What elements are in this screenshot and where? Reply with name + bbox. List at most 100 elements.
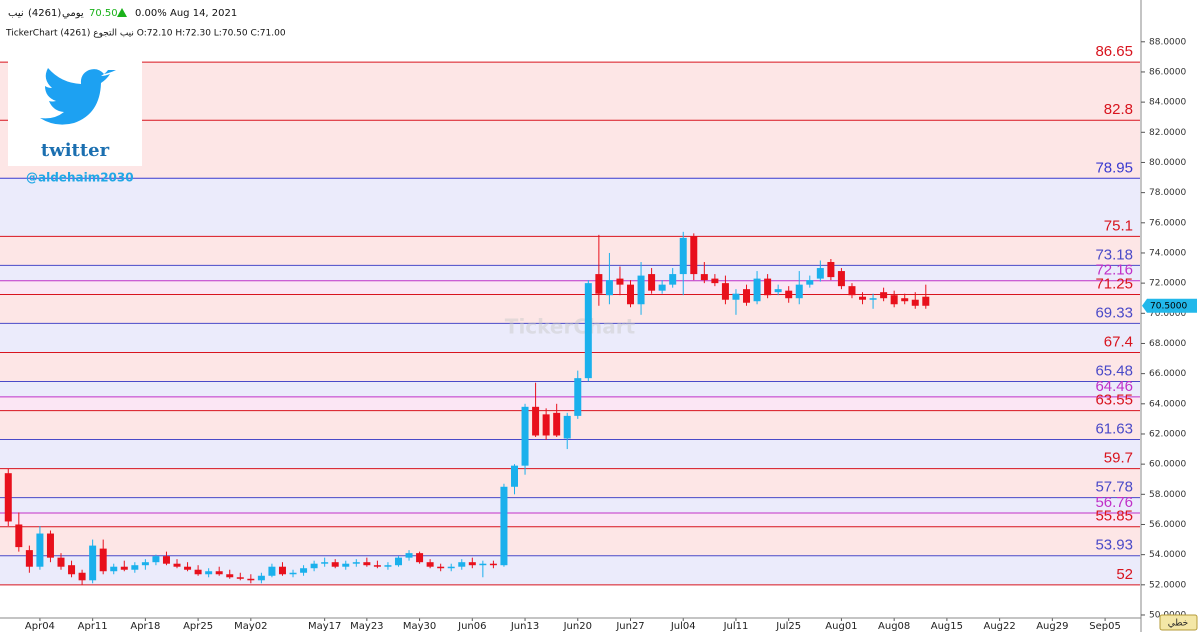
candle-body [184,566,192,570]
candle-body [331,562,339,567]
y-tick-label: 62.0000 [1149,429,1186,439]
level-band [0,62,1140,121]
x-tick-label: May17 [308,621,341,632]
x-tick-label: May02 [234,621,267,632]
candle-body [257,575,265,581]
candle-body [458,562,466,567]
candle-body [774,289,782,293]
candle-body [99,548,107,572]
candle-body [89,545,97,581]
candle-body [669,274,677,285]
candle-body [78,572,86,581]
candle-body [711,278,719,284]
level-label: 57.78 [1095,479,1133,496]
y-tick-label: 70.0000 [1149,309,1186,319]
candle-body [289,572,297,575]
price: 70.50 [89,8,118,19]
candle-body [880,292,888,299]
level-label: 59.7 [1104,450,1133,467]
x-tick-label: Jun06 [457,621,486,632]
candle-body [152,556,160,563]
candle-body [278,566,286,575]
candle-body [764,278,772,296]
y-tick-label: 68.0000 [1149,339,1186,349]
candle-body [785,290,793,299]
level-band [0,497,1140,514]
button-box[interactable] [1159,614,1198,631]
price-marker-label: 70.5000 [1150,301,1187,311]
button-label[interactable]: خطي [1168,619,1188,629]
level-band [0,323,1140,353]
level-band [0,513,1140,527]
candle-body [36,533,44,567]
candle-body [627,284,635,305]
x-tick-label: Apr11 [78,621,108,632]
x-tick-label: Sep05 [1089,621,1121,632]
level-band [0,265,1140,281]
candle-body [553,412,561,436]
candle-body [300,568,308,573]
y-tick-label: 64.0000 [1149,399,1186,409]
level-label: 78.95 [1095,159,1133,176]
candle-body [721,283,729,300]
level-band [0,381,1140,397]
y-tick-label: 84.0000 [1149,98,1186,108]
candle-body [743,289,751,303]
level-band [0,439,1140,469]
candle-body [648,274,656,291]
candle-body [690,236,698,275]
candle-body [352,562,360,564]
x-tick-label: Apr04 [25,621,55,632]
candle-body [373,565,381,567]
level-label: 86.65 [1095,43,1133,60]
date: Aug 14, 2021 [170,8,237,19]
candle-body [922,296,930,306]
level-band [0,294,1140,324]
candle-body [489,563,497,566]
line-button[interactable]: خطي [1159,614,1198,631]
candle-body [4,473,12,522]
level-label: 61.63 [1095,421,1133,438]
level-band [0,468,1140,498]
candle-body [120,566,128,570]
y-tick-label: 72.0000 [1149,279,1186,289]
candle-body [837,271,845,287]
watermark: TickerChart [505,315,636,339]
candle-body [110,566,118,572]
candle-body [173,563,181,567]
level-band [0,396,1140,411]
candle-body [194,569,202,575]
candle-body [795,284,803,299]
candles [4,231,930,585]
x-tick-label: Jun13 [510,621,539,632]
level-label: 71.25 [1095,275,1133,292]
code: (4261) [28,8,61,19]
up-arrow [117,8,127,17]
candle-body [426,562,434,567]
level-bands [0,62,1140,585]
y-tick-label: 86.0000 [1149,67,1186,77]
candle-body [479,563,487,566]
candle-body [595,274,603,294]
candle-body [310,563,318,569]
candle-body [384,565,392,567]
level-label: 65.48 [1095,362,1133,379]
candle-body [15,524,23,548]
candle-body [236,577,244,579]
x-tick-label: Jul11 [723,621,749,632]
candle-body [68,565,76,575]
candle-body [215,571,223,575]
x-tick-label: Jul25 [775,621,801,632]
candle-body [574,378,582,416]
level-label: 55.85 [1095,508,1133,525]
x-tick-label: May30 [403,621,436,632]
x-tick-label: Jul04 [670,621,696,632]
candle-body [859,296,867,300]
candle-body [700,274,708,281]
candle-body [584,283,592,379]
x-tick-label: Aug15 [931,621,963,632]
level-label: 52 [1116,566,1133,583]
candle-body [205,571,213,575]
y-tick-label: 74.0000 [1149,248,1186,258]
